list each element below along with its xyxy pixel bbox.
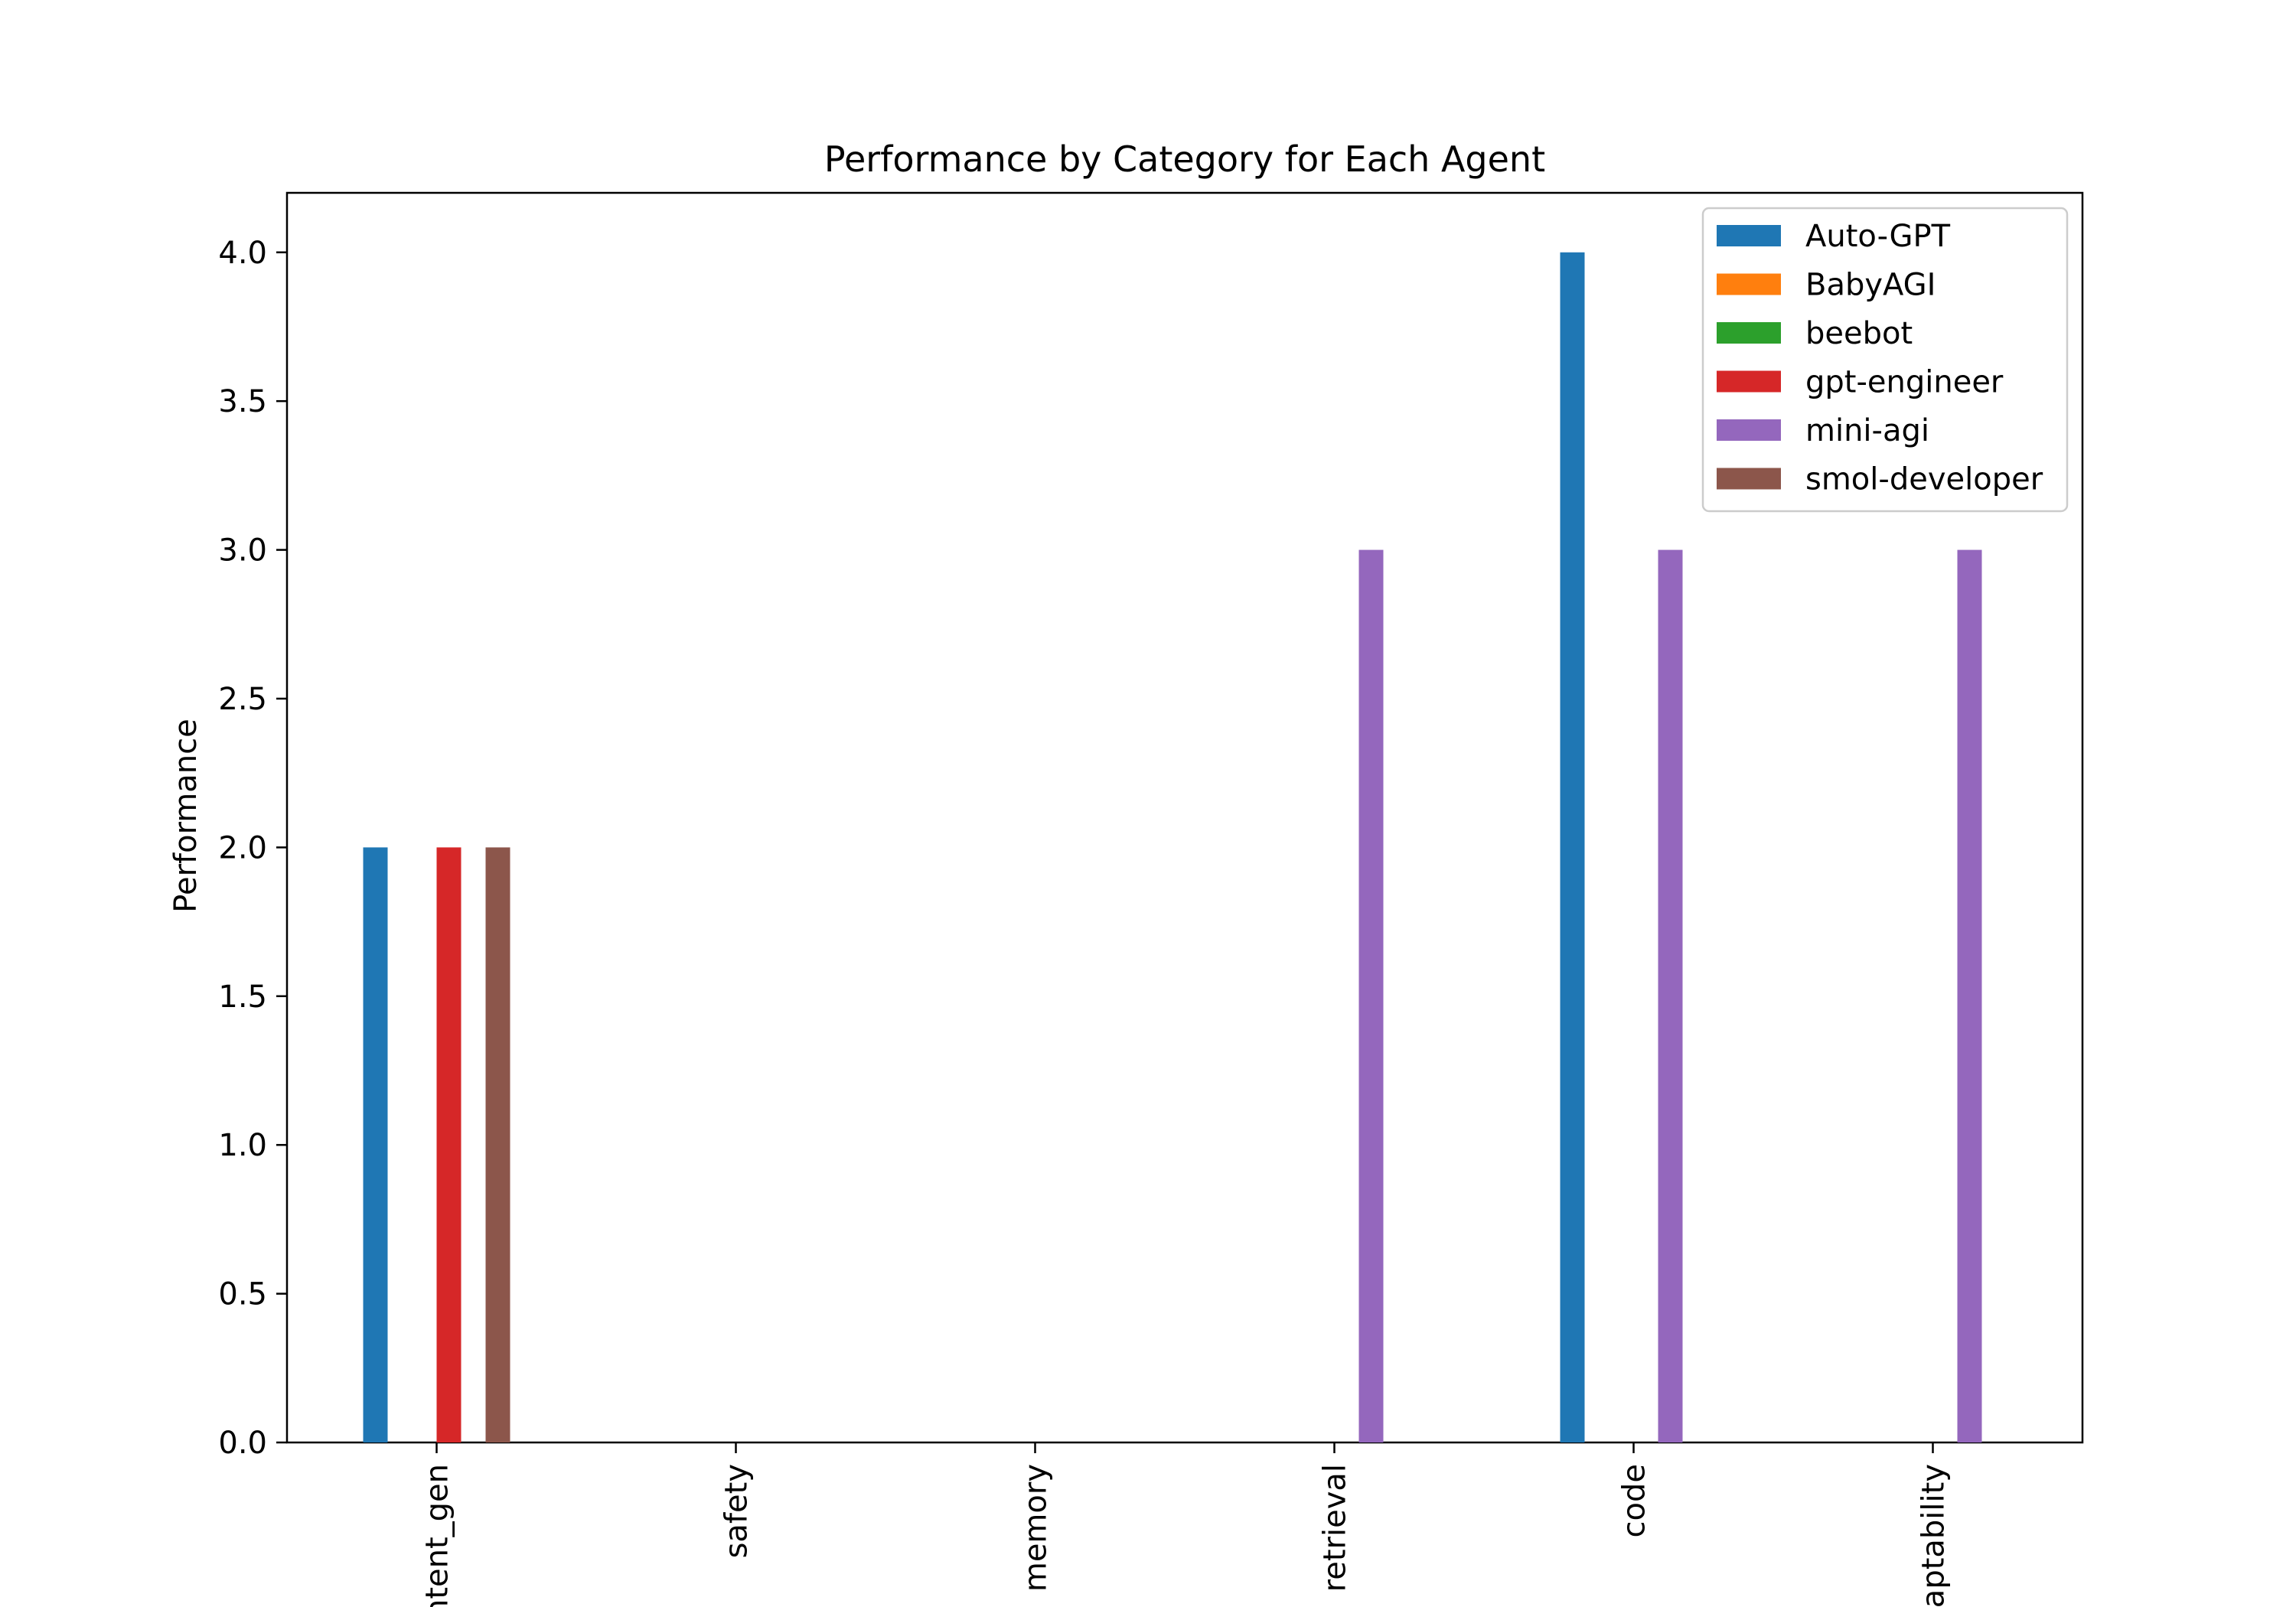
legend-label-Auto-GPT: Auto-GPT [1805, 219, 1951, 254]
x-tick-label-memory: memory [1019, 1464, 1054, 1592]
y-tick-label: 0.5 [218, 1277, 267, 1312]
y-tick-label: 3.0 [218, 533, 267, 569]
x-tick-label-code: code [1617, 1464, 1652, 1537]
y-tick-label: 3.5 [218, 384, 267, 419]
bar-mini-agi-adaptability [1957, 549, 1982, 1442]
bar-gpt-engineer-content_gen [436, 847, 461, 1442]
legend-swatch-beebot [1717, 322, 1781, 344]
legend-swatch-mini-agi [1717, 419, 1781, 441]
bar-Auto-GPT-content_gen [363, 847, 388, 1442]
y-tick-label: 0.0 [218, 1426, 267, 1461]
bar-mini-agi-retrieval [1358, 549, 1384, 1442]
x-tick-label-retrieval: retrieval [1318, 1464, 1353, 1592]
x-tick-label-safety: safety [719, 1464, 755, 1558]
x-tick-label-content_gen: content_gen [420, 1464, 455, 1607]
y-tick-label: 1.5 [218, 980, 267, 1015]
y-tick-label: 2.0 [218, 830, 267, 865]
legend-label-gpt-engineer: gpt-engineer [1805, 365, 2004, 400]
bar-Auto-GPT-code [1560, 252, 1585, 1442]
legend-swatch-Auto-GPT [1717, 225, 1781, 246]
legend-label-smol-developer: smol-developer [1805, 462, 2043, 497]
chart-title: Performance by Category for Each Agent [824, 139, 1545, 180]
legend: Auto-GPT BabyAGI beebot gpt-engineer mini-ag… [1701, 207, 2069, 513]
legend-label-BabyAGI: BabyAGI [1805, 268, 1936, 303]
legend-swatch-BabyAGI [1717, 273, 1781, 295]
x-tick-label-adaptability: adaptability [1916, 1464, 1952, 1607]
legend-label-beebot: beebot [1805, 316, 1913, 351]
y-tick-label: 1.0 [218, 1128, 267, 1163]
legend-box [1701, 207, 2069, 513]
plot-area: 0.0 0.5 1.0 1.5 2.0 2.5 3.0 3.5 4.0 content_gen sa… [218, 191, 2084, 1607]
legend-swatch-gpt-engineer [1717, 370, 1781, 393]
legend-swatch-smol-developer [1717, 468, 1781, 490]
axes-frame [285, 191, 2084, 1444]
legend-label-mini-agi: mini-agi [1805, 413, 1929, 448]
bar-mini-agi-code [1658, 549, 1683, 1442]
y-tick-label: 2.5 [218, 682, 267, 717]
bar-smol-developer-content_gen [485, 847, 510, 1442]
y-axis-label: Performance [168, 719, 204, 912]
y-tick-label: 4.0 [218, 236, 267, 271]
